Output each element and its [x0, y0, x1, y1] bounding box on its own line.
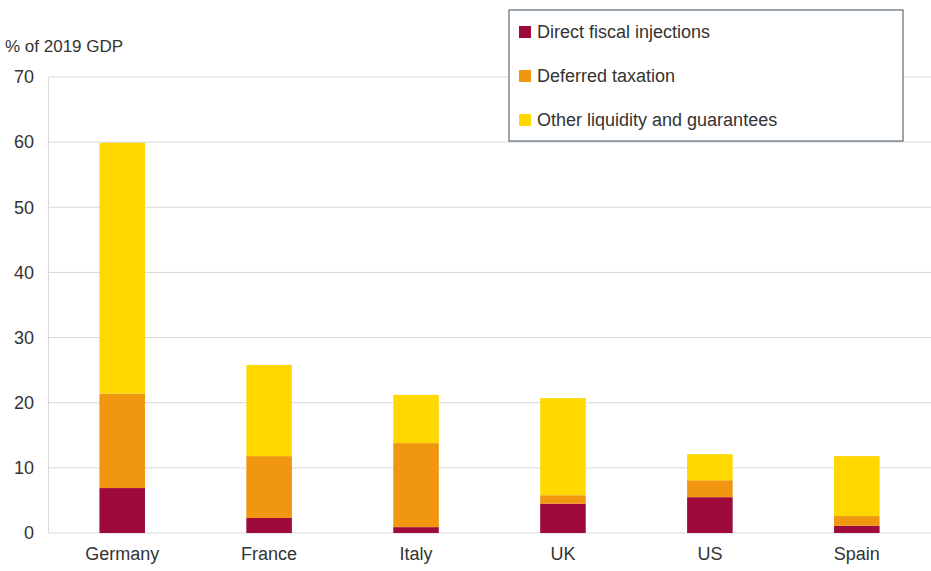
bar — [246, 518, 292, 533]
legend-box — [509, 10, 903, 141]
y-axis-line — [48, 78, 49, 534]
x-tick-label: Spain — [834, 544, 880, 564]
y-tick: 60 — [14, 132, 48, 152]
series — [99, 488, 879, 533]
y-tick: 20 — [14, 393, 48, 413]
grid-line — [48, 533, 931, 534]
bar — [393, 395, 439, 443]
y-tick: 30 — [14, 328, 48, 348]
bar — [246, 365, 292, 456]
x-tick: Spain — [834, 533, 880, 564]
x-tick-label: Germany — [85, 544, 159, 564]
y-tick-label: 30 — [14, 328, 34, 348]
bar — [540, 398, 586, 495]
y-tick-label: 10 — [14, 458, 34, 478]
y-tick-label: 40 — [14, 263, 34, 283]
y-tick-label: 70 — [14, 67, 34, 87]
grid-line — [48, 142, 931, 143]
grid-line — [48, 272, 931, 273]
chart: 0 10 20 30 40 50 60 70 Germany France Italy UK US Spa… — [0, 0, 931, 571]
y-axis-title: % of 2019 GDP — [5, 37, 123, 56]
grid-line — [48, 467, 931, 468]
grid-line — [48, 337, 931, 338]
bar — [99, 488, 145, 533]
grid — [48, 77, 931, 533]
x-tick-label: France — [241, 544, 297, 564]
y-tick: 10 — [14, 458, 48, 478]
x-tick-label: Italy — [400, 544, 433, 564]
x-tick: France — [241, 533, 297, 564]
legend-swatch — [519, 70, 531, 82]
x-tick-label: US — [697, 544, 722, 564]
y-tick: 40 — [14, 263, 48, 283]
grid-line — [48, 207, 931, 208]
y-tick-label: 60 — [14, 132, 34, 152]
bar — [99, 394, 145, 488]
y-tick-label: 50 — [14, 198, 34, 218]
x-tick-label: UK — [550, 544, 575, 564]
bar — [834, 526, 880, 533]
bar — [393, 527, 439, 533]
bars — [99, 143, 879, 533]
x-tick: UK — [550, 533, 575, 564]
bar — [246, 456, 292, 518]
y-tick-label: 20 — [14, 393, 34, 413]
legend-label: Direct fiscal injections — [537, 22, 710, 42]
legend-swatch — [519, 26, 531, 38]
bar — [687, 454, 733, 480]
bar — [834, 456, 880, 516]
y-tick: 0 — [24, 523, 48, 543]
x-tick: Germany — [85, 533, 159, 564]
y-tick-label: 0 — [24, 523, 34, 543]
series — [99, 394, 879, 528]
legend: Direct fiscal injections Deferred taxatio… — [509, 10, 903, 141]
grid-line — [48, 402, 931, 403]
legend-label: Deferred taxation — [537, 66, 675, 86]
x-tick: Italy — [400, 533, 433, 564]
bar — [687, 480, 733, 497]
y-axis: 0 10 20 30 40 50 60 70 — [14, 67, 49, 543]
bar — [540, 504, 586, 533]
y-tick: 70 — [14, 67, 48, 87]
y-tick: 50 — [14, 198, 48, 218]
x-tick: US — [697, 533, 722, 564]
bar — [687, 497, 733, 533]
bar — [99, 143, 145, 394]
legend-label: Other liquidity and guarantees — [537, 110, 777, 130]
series — [99, 143, 879, 516]
x-axis: Germany France Italy UK US Spain — [85, 533, 880, 564]
bar — [834, 516, 880, 526]
bar — [540, 495, 586, 503]
bar — [393, 443, 439, 527]
legend-swatch — [519, 114, 531, 126]
